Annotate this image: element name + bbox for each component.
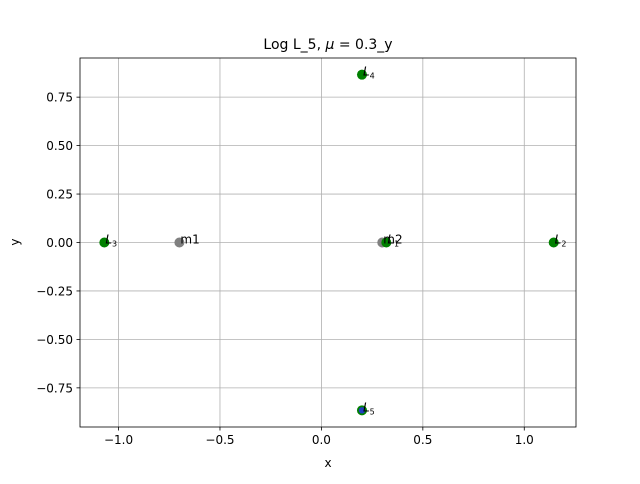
lagrange-subscript: 5: [370, 407, 375, 416]
lagrange-label-L3: L3: [105, 233, 117, 249]
mass-point-m1: [174, 237, 185, 248]
lagrange-letter: L: [387, 233, 394, 247]
grid: [80, 58, 576, 427]
y-tick-label: −0.75: [36, 381, 73, 395]
lagrange-label-L1: L1: [387, 233, 399, 249]
lagrange-letter: L: [555, 233, 562, 247]
y-tick-label: 0.25: [46, 188, 73, 202]
axes: −1.0 −0.5 0.0 0.5 1.0 −0.75 −0.50 −0.25 0.00 0.25…: [36, 57, 577, 447]
x-tick-label: 1.0: [515, 433, 534, 447]
x-tick-label: 0.5: [413, 433, 432, 447]
lagrange-point-L2: [548, 237, 559, 248]
x-tick-label: 0.0: [312, 433, 331, 447]
mass-label-m1: m1: [180, 233, 199, 247]
y-tick-label: 0.00: [46, 236, 73, 250]
lagrange-point-L4: [356, 69, 367, 80]
lagrange-point-L1: [381, 237, 392, 248]
chart-title: Log L_5, μ = 0.3_y: [263, 37, 392, 53]
y-axis-label: y: [8, 238, 22, 245]
x-tick-label: −0.5: [205, 433, 234, 447]
highlight-point-L5: [358, 407, 366, 414]
x-axis-label: x: [324, 456, 331, 470]
lagrange-subscript: 2: [561, 240, 566, 249]
y-tick-label: −0.50: [36, 333, 73, 347]
lagrange-subscript: 3: [112, 240, 117, 249]
lagrange-point-L3: [99, 237, 110, 248]
lagrange-label-L5: L5: [363, 400, 375, 416]
y-tick-label: 0.75: [46, 91, 73, 105]
mass-label-m2: m2: [383, 233, 402, 247]
lagrange-subscript: 1: [394, 240, 399, 249]
lagrange-letter: L: [363, 400, 370, 414]
x-tick-label: −1.0: [104, 433, 133, 447]
lagrange-subscript: 4: [370, 72, 375, 81]
lagrange-letter: L: [105, 233, 112, 247]
y-tick-label: 0.50: [46, 139, 73, 153]
lagrange-label-L2: L2: [555, 233, 567, 249]
lagrange-label-L4: L4: [363, 65, 375, 81]
y-tick-label: −0.25: [36, 284, 73, 298]
lagrange-letter: L: [363, 65, 370, 79]
